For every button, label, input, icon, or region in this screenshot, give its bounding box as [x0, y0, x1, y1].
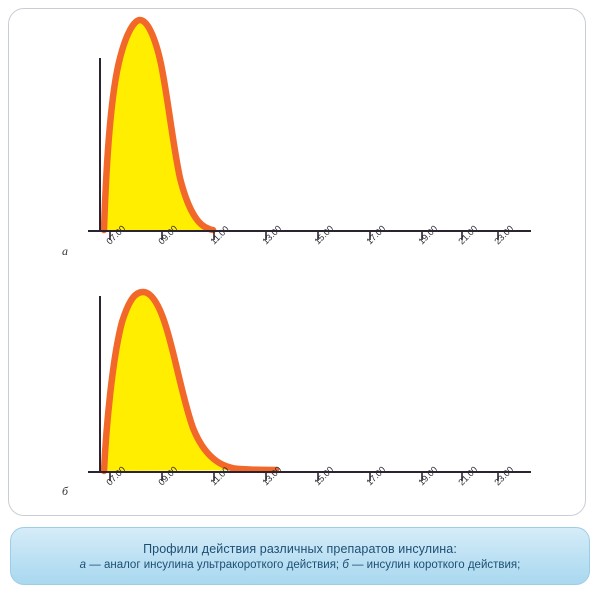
chart-b-tick-label: 23.00	[492, 464, 515, 487]
caption-letter-b: б	[342, 558, 349, 571]
panel-label-b: б	[62, 484, 69, 498]
chart-b-tick-label: 19.00	[416, 464, 439, 487]
panel-label-a: а	[62, 244, 68, 258]
chart-b-area-fill	[104, 292, 276, 471]
chart-a-tick-label: 17.00	[364, 223, 387, 246]
caption-text-b: — инсулин короткого действия;	[348, 558, 521, 571]
chart-panel-a: 07.00 09.00 11.00 13.00 15.00 17.00 19.0…	[62, 16, 531, 258]
chart-a-tick-label: 21.00	[456, 223, 479, 246]
chart-a-area-fill	[104, 20, 213, 230]
chart-a-tick-label: 15.00	[312, 223, 335, 246]
figure-caption-box: Профили действия различных препаратов ин…	[10, 527, 590, 585]
plots-area: 07.00 09.00 11.00 13.00 15.00 17.00 19.0…	[62, 16, 531, 498]
chart-a-tick-label: 13.00	[260, 223, 283, 246]
chart-panel-b: 07.00 09.00 11.00 13.00 15.00 17.00 19.0…	[62, 288, 531, 498]
chart-b-tick-label: 15.00	[312, 464, 335, 487]
chart-b-tick-label: 21.00	[456, 464, 479, 487]
chart-b-tick-label: 17.00	[364, 464, 387, 487]
chart-a-tick-label: 19.00	[416, 223, 439, 246]
chart-b-ticks	[109, 472, 499, 481]
chart-a-curve-stroke	[100, 16, 217, 234]
caption-letter-a: а	[79, 558, 87, 571]
charts-svg: 07.00 09.00 11.00 13.00 15.00 17.00 19.0…	[62, 16, 531, 498]
caption-subtitle: а — аналог инсулина ультракороткого дейс…	[80, 559, 521, 571]
caption-text-a: — аналог инсулина ультракороткого действ…	[86, 558, 343, 571]
chart-b-curve-stroke	[100, 288, 280, 475]
caption-title: Профили действия различных препаратов ин…	[143, 541, 457, 556]
chart-a-ticks	[109, 231, 499, 240]
chart-a-tick-label: 23.00	[492, 223, 515, 246]
